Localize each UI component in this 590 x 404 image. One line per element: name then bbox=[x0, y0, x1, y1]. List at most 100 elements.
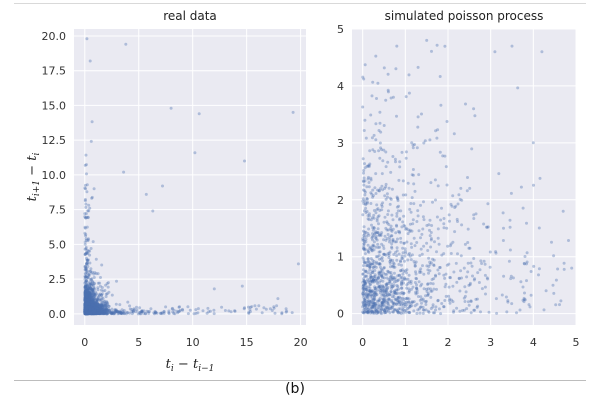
data-point bbox=[103, 312, 106, 316]
data-point bbox=[91, 299, 95, 303]
data-point bbox=[365, 200, 369, 204]
data-point bbox=[84, 296, 88, 300]
data-point bbox=[558, 303, 561, 307]
data-point bbox=[381, 298, 385, 302]
data-point bbox=[102, 304, 106, 308]
data-point bbox=[85, 303, 88, 306]
data-point bbox=[90, 305, 94, 309]
data-point bbox=[99, 308, 103, 312]
data-point bbox=[84, 309, 88, 313]
data-point bbox=[424, 300, 428, 304]
data-point bbox=[86, 307, 90, 311]
data-point bbox=[85, 304, 89, 307]
data-point bbox=[98, 311, 102, 315]
data-point bbox=[484, 292, 487, 296]
data-point bbox=[87, 311, 91, 315]
data-point bbox=[385, 192, 389, 196]
points-real-data bbox=[83, 37, 300, 316]
data-point bbox=[92, 297, 96, 301]
data-point bbox=[395, 212, 399, 215]
data-point bbox=[94, 301, 98, 304]
data-point bbox=[403, 300, 407, 304]
data-point bbox=[87, 297, 91, 300]
data-point bbox=[406, 258, 410, 262]
data-point bbox=[95, 308, 99, 312]
data-point bbox=[419, 236, 422, 240]
data-point bbox=[83, 309, 87, 313]
data-point bbox=[83, 290, 87, 294]
y-tick-label: 10.0 bbox=[42, 169, 67, 182]
data-point bbox=[457, 193, 461, 197]
data-point bbox=[87, 300, 91, 304]
data-point bbox=[97, 304, 101, 308]
data-point bbox=[149, 307, 153, 311]
data-point bbox=[382, 247, 386, 250]
data-point bbox=[93, 304, 97, 308]
data-point bbox=[85, 310, 89, 314]
data-point bbox=[468, 186, 472, 190]
data-point bbox=[95, 309, 99, 313]
data-point bbox=[103, 311, 107, 315]
data-point bbox=[85, 305, 89, 309]
data-point bbox=[87, 309, 91, 313]
data-point bbox=[87, 311, 91, 315]
data-point bbox=[83, 311, 87, 315]
data-point bbox=[84, 309, 88, 313]
data-point bbox=[371, 266, 375, 270]
data-point bbox=[86, 305, 89, 309]
data-point bbox=[92, 306, 96, 310]
data-point bbox=[86, 300, 90, 304]
data-point bbox=[91, 304, 95, 308]
data-point bbox=[403, 309, 407, 313]
data-point bbox=[85, 256, 88, 260]
data-point bbox=[408, 305, 412, 308]
data-point bbox=[83, 311, 87, 314]
data-point bbox=[95, 310, 99, 314]
data-point bbox=[84, 312, 88, 316]
data-point bbox=[105, 306, 109, 310]
data-point bbox=[84, 310, 88, 314]
data-point bbox=[425, 241, 429, 245]
data-point bbox=[92, 312, 96, 316]
data-point bbox=[85, 312, 88, 316]
data-point bbox=[374, 265, 378, 269]
data-point bbox=[96, 296, 100, 300]
data-point bbox=[380, 273, 384, 277]
data-point bbox=[93, 307, 96, 311]
data-point bbox=[88, 304, 92, 307]
data-point bbox=[85, 311, 89, 315]
data-point bbox=[96, 311, 100, 315]
data-point bbox=[397, 252, 401, 256]
data-point bbox=[445, 120, 449, 123]
data-point bbox=[470, 264, 474, 268]
data-point bbox=[85, 306, 89, 310]
data-point bbox=[194, 308, 198, 312]
data-point bbox=[87, 306, 91, 310]
data-point bbox=[84, 285, 88, 289]
data-point bbox=[364, 136, 368, 140]
data-point bbox=[87, 309, 90, 313]
data-point bbox=[550, 240, 553, 244]
data-point bbox=[84, 269, 88, 273]
data-point bbox=[84, 312, 88, 316]
data-point bbox=[401, 179, 405, 183]
data-point bbox=[86, 304, 90, 308]
data-point bbox=[390, 306, 394, 310]
data-point bbox=[83, 309, 87, 313]
data-point bbox=[390, 277, 394, 281]
data-point bbox=[118, 310, 122, 314]
data-point bbox=[84, 304, 88, 308]
data-point bbox=[86, 292, 90, 296]
data-point bbox=[362, 176, 366, 180]
data-point bbox=[98, 306, 102, 309]
data-point bbox=[186, 305, 190, 309]
data-point bbox=[91, 306, 95, 310]
data-point bbox=[87, 304, 91, 307]
data-point bbox=[437, 272, 441, 276]
data-point bbox=[84, 296, 88, 300]
data-point bbox=[396, 237, 399, 241]
data-point bbox=[398, 307, 402, 311]
data-point bbox=[100, 308, 104, 312]
data-point bbox=[95, 298, 99, 302]
data-point bbox=[85, 306, 89, 310]
